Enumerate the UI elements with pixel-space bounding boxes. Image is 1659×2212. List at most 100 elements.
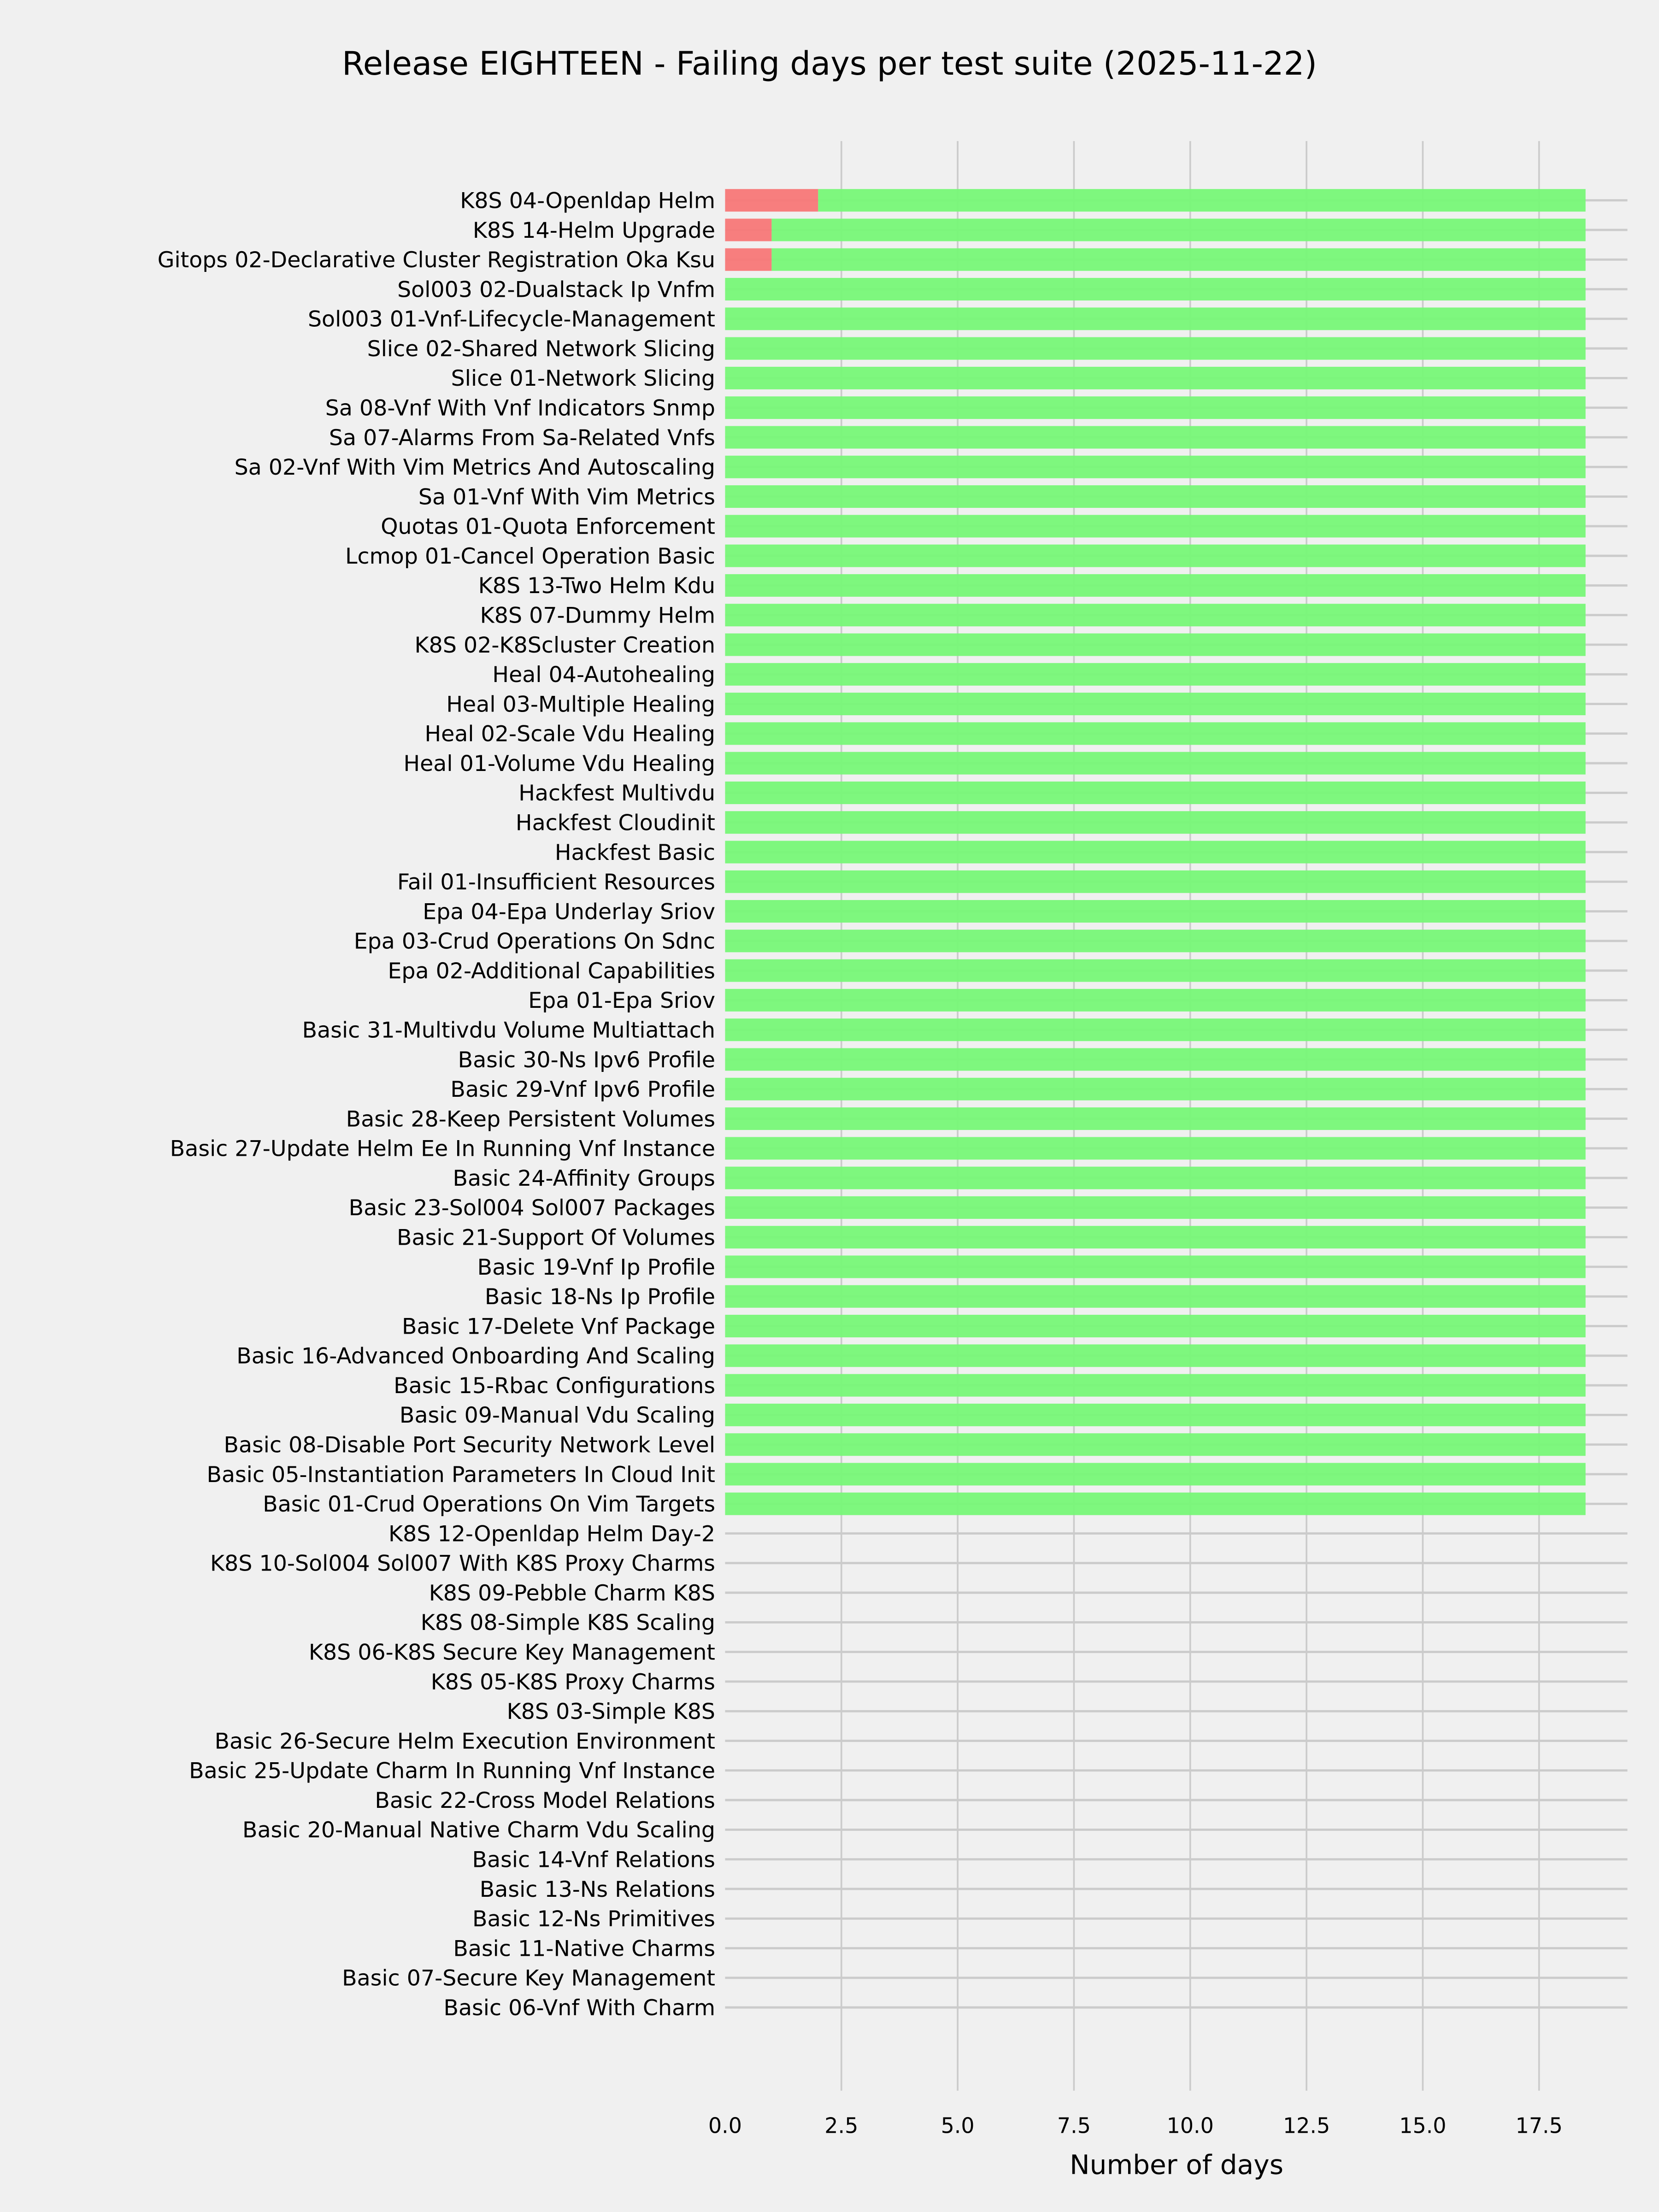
y-tick-label: Sa 08-Vnf With Vnf Indicators Snmp — [325, 396, 715, 421]
bar-pass — [725, 1255, 1586, 1278]
x-tick-label: 15.0 — [1399, 2113, 1446, 2138]
y-tick-label: Basic 18-Ns Ip Profile — [485, 1284, 715, 1310]
y-tick-label: Basic 16-Advanced Onboarding And Scaling — [236, 1344, 715, 1369]
y-tick-label: K8S 09-Pebble Charm K8S — [429, 1581, 715, 1606]
y-tick-label: K8S 03-Simple K8S — [507, 1699, 715, 1724]
y-tick-label: Basic 13-Ns Relations — [480, 1877, 715, 1902]
bar-pass — [725, 1403, 1586, 1426]
y-tick-label: K8S 04-Openldap Helm — [460, 188, 715, 214]
bar-pass — [725, 485, 1586, 508]
chart-title: Release EIGHTEEN - Failing days per test… — [342, 45, 1317, 82]
y-tick-label: Basic 07-Secure Key Management — [342, 1966, 715, 1991]
y-tick-label: Sa 02-Vnf With Vim Metrics And Autoscali… — [235, 455, 715, 480]
y-tick-label: Slice 02-Shared Network Slicing — [367, 336, 715, 362]
bar-pass — [771, 248, 1586, 271]
y-tick-label: Hackfest Basic — [555, 840, 715, 865]
y-tick-label: Sa 01-Vnf With Vim Metrics — [418, 484, 715, 510]
y-tick-label: Epa 04-Epa Underlay Sriov — [423, 899, 715, 924]
bar-pass — [725, 663, 1586, 686]
bar-pass — [725, 366, 1586, 389]
x-axis-label: Number of days — [1070, 2149, 1283, 2180]
y-tick-label: Basic 15-Rbac Configurations — [394, 1373, 715, 1399]
bar-pass — [725, 337, 1586, 360]
bar-pass — [725, 574, 1586, 597]
y-tick-label: Basic 17-Delete Vnf Package — [402, 1314, 715, 1339]
y-tick-label: Basic 20-Manual Native Charm Vdu Scaling — [242, 1818, 715, 1843]
bar-pass — [725, 693, 1586, 716]
y-tick-label: Hackfest Multivdu — [518, 781, 715, 806]
x-tick-label: 0.0 — [708, 2113, 742, 2138]
y-tick-label: Basic 21-Support Of Volumes — [397, 1225, 715, 1251]
y-tick-label: Basic 30-Ns Ipv6 Profile — [458, 1047, 715, 1073]
bar-pass — [725, 396, 1586, 419]
y-tick-label: K8S 05-K8S Proxy Charms — [431, 1670, 715, 1695]
bar-fail — [725, 189, 818, 212]
bar-pass — [725, 604, 1586, 627]
y-tick-label: K8S 08-Simple K8S Scaling — [421, 1610, 715, 1635]
x-tick-labels: 0.0 2.5 5.0 7.5 10.0 12.5 15.0 17.5 — [708, 2113, 1563, 2138]
bar-pass — [725, 1315, 1586, 1338]
y-tick-label: Basic 24-Affinity Groups — [453, 1166, 715, 1191]
bar-pass — [818, 189, 1586, 212]
bar-pass — [725, 1166, 1586, 1189]
y-tick-label: Epa 03-Crud Operations On Sdnc — [354, 929, 715, 954]
y-tick-label: K8S 13-Two Helm Kdu — [478, 573, 715, 599]
y-tick-label: K8S 06-K8S Secure Key Management — [309, 1640, 715, 1665]
y-tick-label: Sol003 02-Dualstack Ip Vnfm — [397, 277, 715, 302]
bar-pass — [725, 930, 1586, 953]
bar-pass — [725, 1048, 1586, 1071]
bar-pass — [725, 781, 1586, 804]
bar-pass — [725, 1374, 1586, 1397]
y-tick-label: Sol003 01-Vnf-Lifecycle-Management — [308, 307, 715, 332]
y-tick-label: Basic 09-Manual Vdu Scaling — [400, 1403, 715, 1428]
y-tick-label: Basic 11-Native Charms — [453, 1936, 715, 1961]
y-tick-label: K8S 02-K8Scluster Creation — [415, 633, 715, 658]
y-tick-label: Epa 01-Epa Sriov — [528, 988, 715, 1013]
y-tick-label: Basic 08-Disable Port Security Network L… — [224, 1433, 715, 1458]
bar-pass — [725, 426, 1586, 449]
y-tick-label: K8S 07-Dummy Helm — [480, 603, 715, 629]
bar-pass — [725, 1285, 1586, 1308]
y-tick-label: Basic 27-Update Helm Ee In Running Vnf I… — [170, 1136, 715, 1162]
y-tick-label: Heal 04-Autohealing — [492, 662, 715, 688]
x-tick-label: 10.0 — [1167, 2113, 1214, 2138]
bar-pass — [725, 841, 1586, 864]
bar-pass — [725, 278, 1586, 301]
bar-pass — [725, 1107, 1586, 1130]
y-tick-label: Heal 03-Multiple Healing — [446, 692, 715, 717]
x-tick-label: 5.0 — [941, 2113, 975, 2138]
y-tick-label: Quotas 01-Quota Enforcement — [381, 514, 715, 540]
bar-pass — [725, 811, 1586, 834]
bar-pass — [725, 1077, 1586, 1100]
bar-fail — [725, 218, 772, 241]
x-tick-label: 17.5 — [1516, 2113, 1563, 2138]
y-tick-label: Sa 07-Alarms From Sa-Related Vnfs — [329, 425, 715, 451]
y-tick-label: Basic 23-Sol004 Sol007 Packages — [349, 1195, 715, 1221]
x-tick-label: 2.5 — [824, 2113, 858, 2138]
y-tick-label: Basic 05-Instantiation Parameters In Clo… — [206, 1462, 715, 1488]
bar-pass — [725, 455, 1586, 478]
y-tick-label: K8S 10-Sol004 Sol007 With K8S Proxy Char… — [210, 1551, 715, 1577]
y-tick-label: Basic 26-Secure Helm Execution Environme… — [215, 1729, 715, 1754]
bar-pass — [725, 988, 1586, 1012]
y-tick-label: Basic 29-Vnf Ipv6 Profile — [450, 1077, 715, 1102]
x-tick-label: 12.5 — [1283, 2113, 1330, 2138]
y-tick-label: Epa 02-Additional Capabilities — [388, 959, 715, 984]
bar-pass — [725, 1433, 1586, 1456]
bar-fail — [725, 248, 772, 271]
bar-pass — [771, 218, 1586, 241]
y-tick-label: Basic 14-Vnf Relations — [472, 1847, 716, 1873]
y-tick-label: Basic 22-Cross Model Relations — [375, 1788, 715, 1813]
y-tick-label: Heal 01-Volume Vdu Healing — [403, 751, 715, 777]
y-tick-label: Hackfest Cloudinit — [516, 811, 715, 836]
y-tick-label: Basic 01-Crud Operations On Vim Targets — [263, 1492, 715, 1517]
bar-pass — [725, 1226, 1586, 1249]
y-tick-label: K8S 12-Openldap Helm Day-2 — [388, 1521, 715, 1547]
bar-pass — [725, 722, 1586, 745]
bars — [725, 189, 1586, 1515]
bar-pass — [725, 752, 1586, 775]
y-tick-label: Lcmop 01-Cancel Operation Basic — [345, 544, 715, 569]
bar-pass — [725, 515, 1586, 538]
